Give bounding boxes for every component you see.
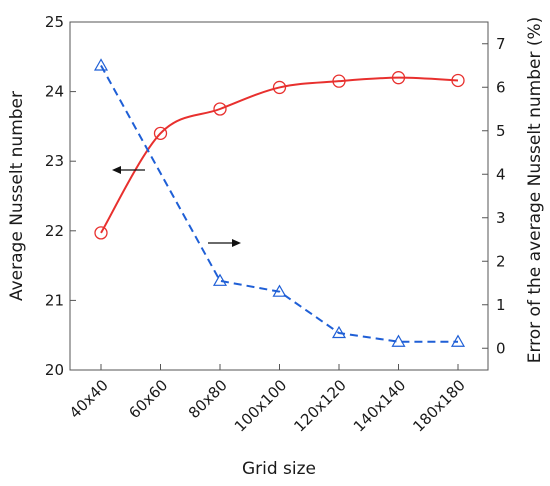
x-tick-label: 60x60 — [125, 376, 171, 422]
left-tick-label: 20 — [45, 361, 64, 379]
right-tick-label: 4 — [496, 165, 506, 183]
right-tick-label: 2 — [496, 252, 506, 270]
data-point-average-nusselt — [213, 102, 227, 116]
annotation-arrow-left — [112, 166, 145, 174]
x-tick-label: 140x140 — [350, 376, 409, 435]
right-tick-label: 1 — [496, 296, 506, 314]
right-tick-label: 7 — [496, 35, 506, 53]
left-tick-label: 21 — [45, 291, 64, 309]
data-point-average-nusselt — [391, 71, 406, 85]
left-y-axis: 20 21 22 23 24 25 — [45, 13, 76, 379]
data-point-error — [450, 334, 466, 347]
x-axis-title: Grid size — [242, 459, 316, 479]
annotation-arrow-right — [208, 239, 241, 247]
right-tick-label: 5 — [496, 122, 506, 140]
data-point-error — [212, 273, 228, 286]
left-tick-label: 25 — [45, 13, 64, 31]
x-tick-label: 100x100 — [231, 376, 290, 435]
data-point-average-nusselt — [451, 73, 465, 88]
series-line-error — [100, 65, 458, 343]
right-y-axis: 0 1 2 3 4 5 6 7 — [482, 35, 506, 357]
left-tick-label: 24 — [45, 83, 64, 101]
x-axis: 40x40 60x60 80x80 100x100 120x120 140x140 180x… — [66, 364, 469, 436]
x-tick-label: 180x180 — [409, 376, 468, 435]
left-axis-title: Average Nusselt number — [7, 91, 27, 301]
data-point-average-nusselt — [332, 74, 346, 88]
right-tick-label: 3 — [496, 209, 506, 227]
data-point-error — [272, 284, 287, 297]
left-tick-label: 22 — [45, 222, 64, 240]
series-layer — [93, 58, 466, 347]
right-axis-title: Error of the average Nusselt number (%) — [525, 17, 545, 364]
data-point-average-nusselt — [94, 226, 108, 240]
plot-frame — [69, 21, 489, 371]
data-point-average-nusselt — [153, 126, 168, 141]
data-point-average-nusselt — [272, 80, 287, 95]
right-tick-label: 6 — [496, 78, 506, 96]
left-tick-label: 23 — [45, 152, 64, 170]
data-point-error — [331, 325, 347, 339]
data-point-error — [93, 58, 109, 71]
right-tick-label: 0 — [496, 339, 506, 357]
data-point-error — [391, 334, 406, 347]
x-tick-label: 80x80 — [185, 376, 231, 422]
x-tick-label: 40x40 — [66, 376, 112, 422]
x-tick-label: 120x120 — [290, 376, 349, 435]
series-line-average-nusselt — [100, 76, 459, 234]
